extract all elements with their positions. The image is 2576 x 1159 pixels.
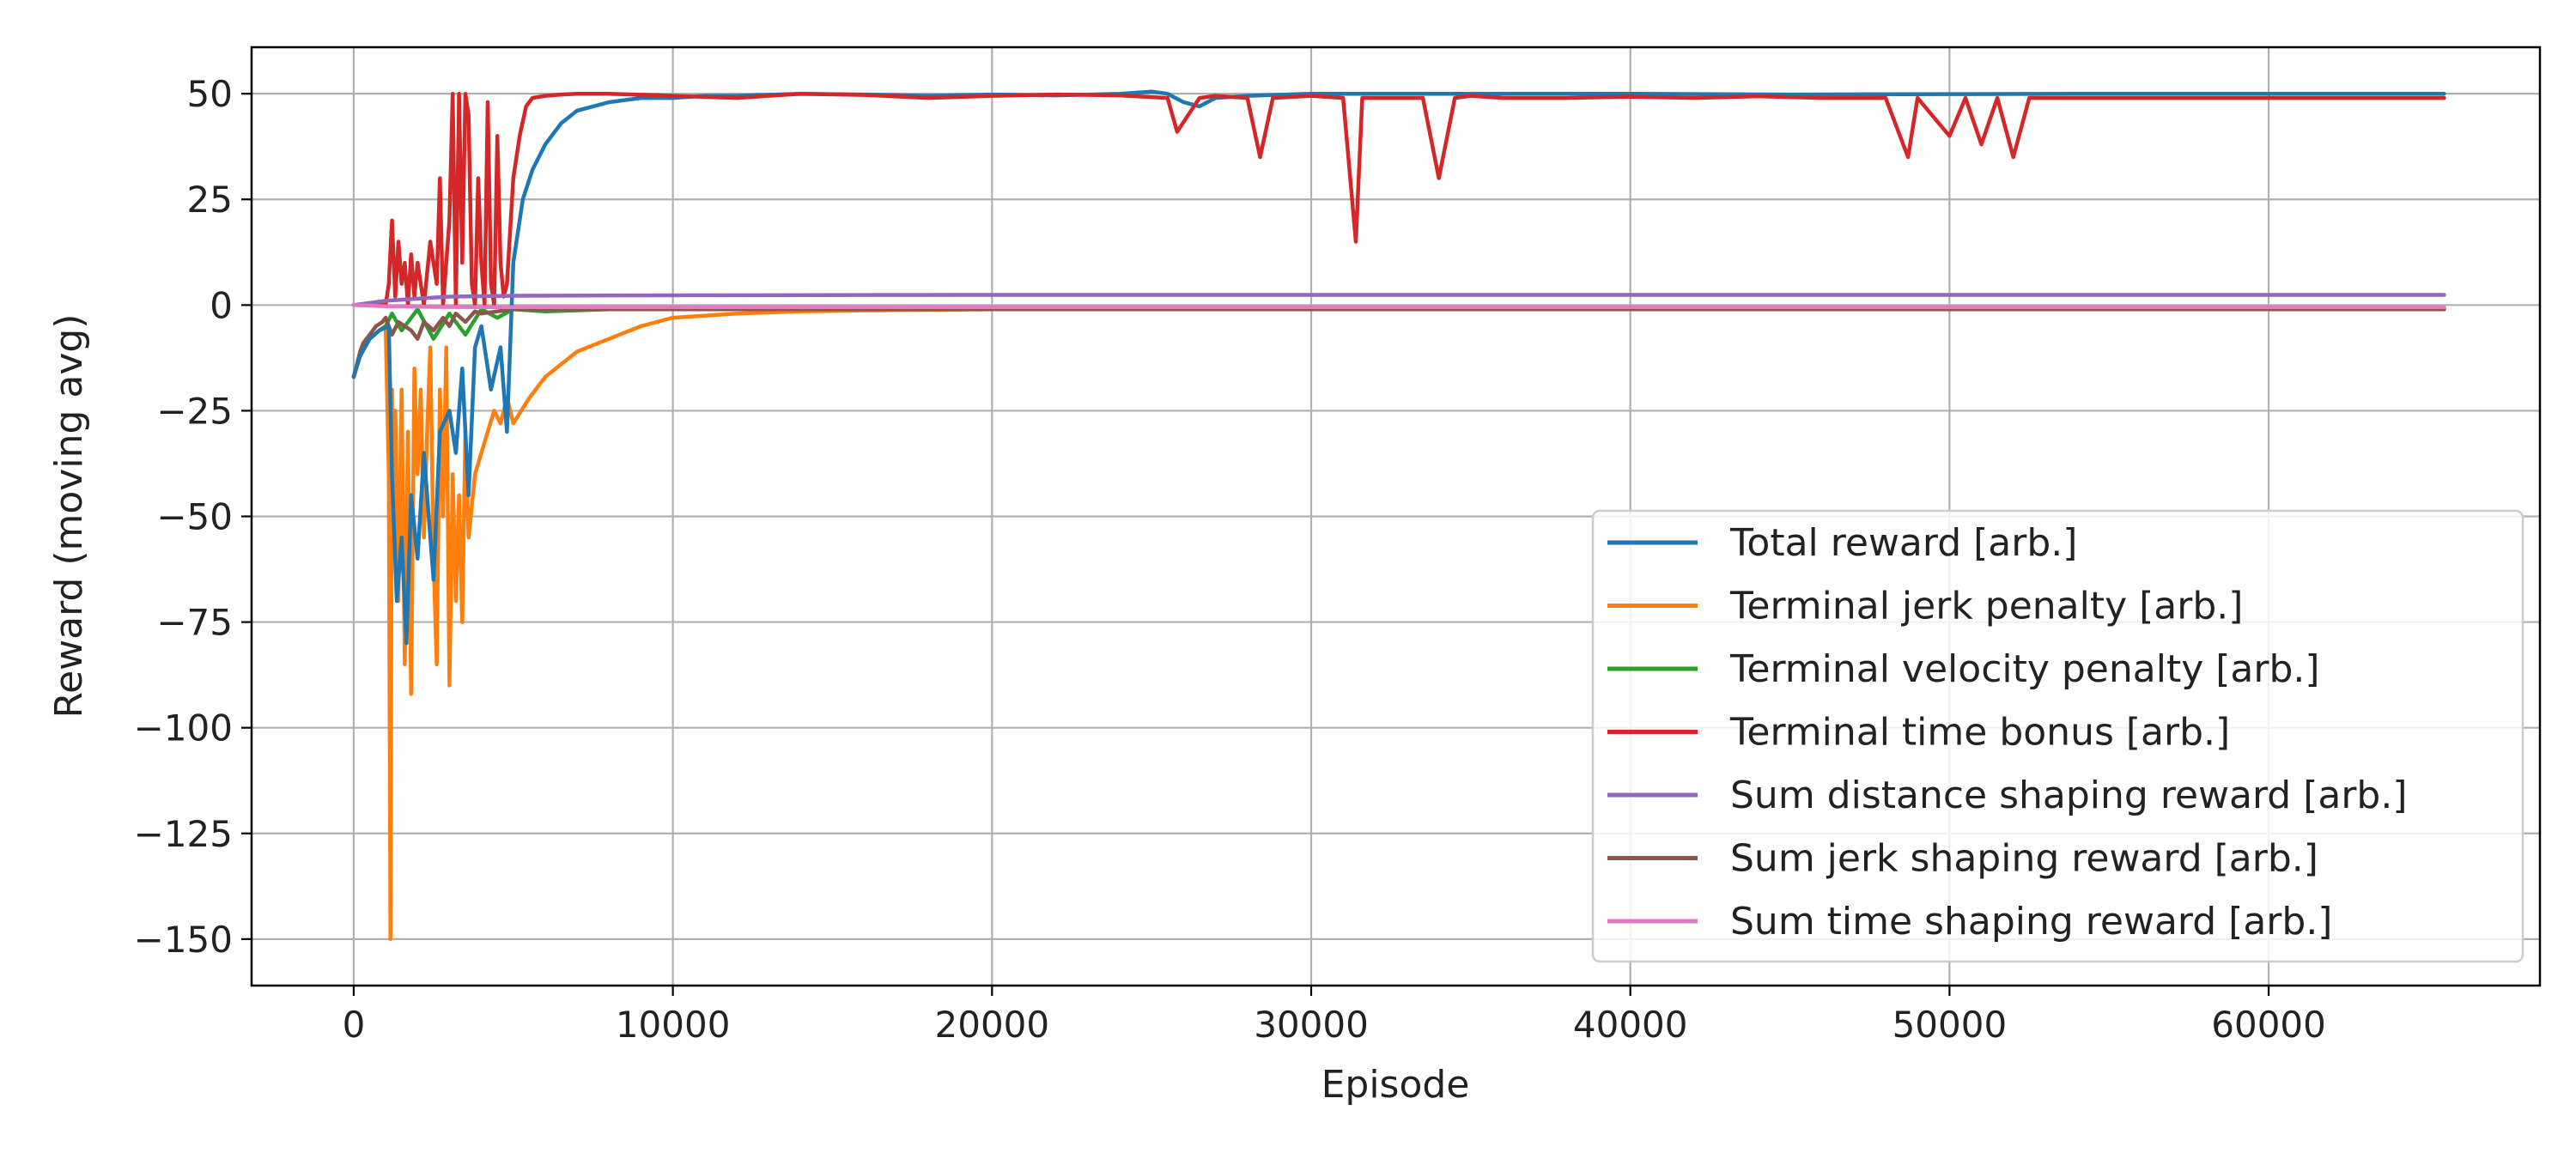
series-line [351, 89, 2446, 646]
y-tick-label: −150 [134, 919, 233, 961]
y-tick-label: −75 [156, 602, 233, 644]
x-tick-label: 20000 [935, 1004, 1050, 1046]
x-tick-label: 30000 [1254, 1004, 1369, 1046]
x-tick-label: 40000 [1573, 1004, 1688, 1046]
y-tick-label: −125 [134, 813, 233, 855]
axis-ticks: 0 10000 20000 30000 40000 50000 60000 50 25 0 −25 −… [134, 73, 2326, 1046]
y-axis-label: Reward (moving avg) [47, 314, 91, 719]
y-tick-label: −25 [156, 390, 233, 432]
series-line [351, 303, 2446, 310]
series-line [351, 307, 2446, 942]
x-tick-label: 50000 [1893, 1004, 2008, 1046]
y-tick-label: −100 [134, 707, 233, 749]
series-lines [351, 89, 2446, 942]
x-tick-label: 10000 [616, 1004, 731, 1046]
y-tick-label: 0 [210, 284, 233, 326]
legend-label: Sum distance shaping reward [arb.] [1730, 774, 2408, 817]
legend-label: Sum jerk shaping reward [arb.] [1730, 837, 2318, 881]
series-line [351, 307, 2446, 379]
x-tick-label: 0 [343, 1004, 366, 1046]
legend-label: Terminal time bonus [arb.] [1729, 711, 2230, 755]
x-axis-label: Episode [1321, 1063, 1470, 1107]
y-tick-label: −50 [156, 496, 233, 538]
legend-label: Sum time shaping reward [arb.] [1730, 900, 2332, 944]
series-line [351, 293, 2446, 307]
legend: Total reward [arb.] Terminal jerk penalty… [1591, 509, 2524, 963]
y-tick-label: 25 [187, 179, 233, 221]
legend-box [1591, 509, 2524, 963]
legend-label: Terminal jerk penalty [arb.] [1729, 585, 2243, 628]
x-tick-label: 60000 [2211, 1004, 2326, 1046]
legend-label: Terminal velocity penalty [arb.] [1729, 647, 2320, 691]
series-line [351, 91, 2446, 307]
legend-label: Total reward [arb.] [1729, 521, 2077, 565]
y-tick-label: 50 [187, 73, 233, 115]
